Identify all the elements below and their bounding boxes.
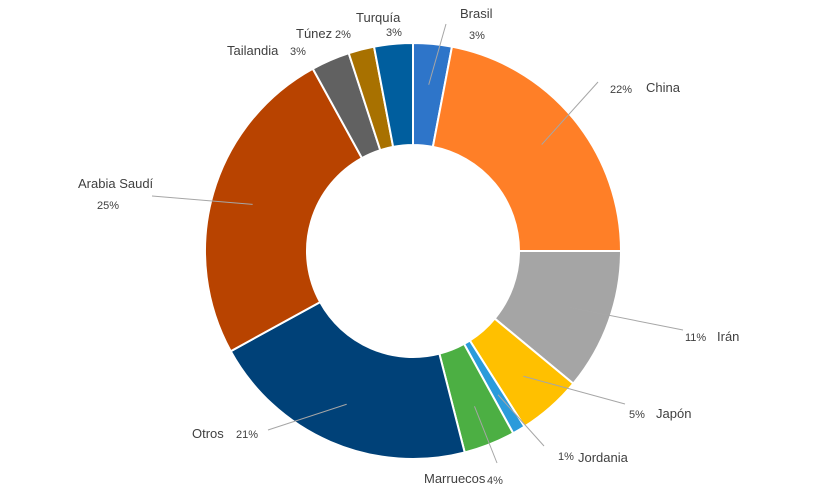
slices-layer bbox=[204, 41, 623, 460]
slice-arabia-saudi bbox=[204, 67, 364, 353]
label-china: China bbox=[646, 80, 681, 95]
label-jordania: Jordania bbox=[578, 450, 629, 465]
label-marruecos: Marruecos bbox=[424, 471, 486, 486]
slice-turquia bbox=[372, 41, 414, 149]
percent-turquia: 3% bbox=[386, 27, 402, 39]
leader-line-china bbox=[541, 81, 599, 145]
label-tunez: Túnez bbox=[296, 26, 332, 41]
leader-line-marruecos bbox=[474, 406, 498, 464]
percent-jordania: 1% bbox=[558, 451, 574, 463]
percent-tailandia: 3% bbox=[290, 46, 306, 58]
leader-line-jordania bbox=[497, 394, 545, 447]
percent-china: 22% bbox=[610, 84, 632, 96]
label-arabia-saudi: Arabia Saudí bbox=[78, 176, 154, 191]
percent-iran: 11% bbox=[685, 332, 706, 344]
leader-line-otros bbox=[267, 403, 347, 431]
label-brasil: Brasil bbox=[460, 6, 493, 21]
labels-layer: Brasil 3% China 22% Irán 11% Japón 5% Jordania 1%… bbox=[78, 6, 739, 487]
label-iran: Irán bbox=[717, 329, 739, 344]
percent-tunez: 2% bbox=[335, 29, 351, 41]
percent-otros: 21% bbox=[236, 429, 258, 441]
label-tailandia: Tailandia bbox=[227, 43, 279, 58]
percent-marruecos: 4% bbox=[487, 475, 503, 487]
slice-china bbox=[431, 45, 623, 252]
leader-lines-layer bbox=[151, 23, 684, 464]
percent-brasil: 3% bbox=[469, 30, 485, 42]
leader-line-japon bbox=[523, 375, 626, 405]
leader-line-arabia-saudi bbox=[151, 195, 253, 205]
label-otros: Otros bbox=[192, 426, 224, 441]
leader-line-iran bbox=[570, 307, 684, 331]
leader-line-brasil bbox=[428, 23, 447, 85]
label-japon: Japón bbox=[656, 406, 691, 421]
percent-arabia-saudi: 25% bbox=[97, 200, 119, 212]
slice-otros bbox=[229, 300, 466, 460]
label-turquia: Turquía bbox=[356, 10, 401, 25]
percent-japon: 5% bbox=[629, 409, 645, 421]
